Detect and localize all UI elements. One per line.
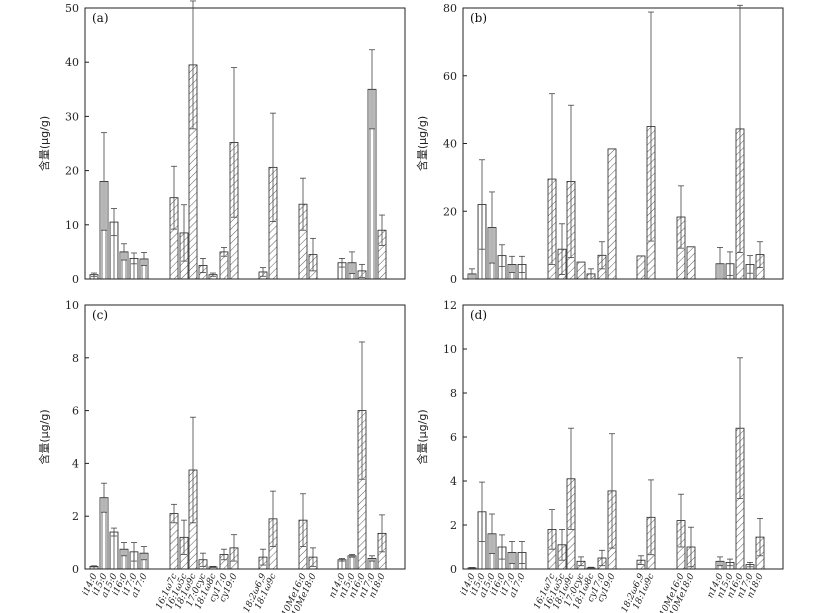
chart-panel-3: 0246810(c)含量(μg/g)i14:0i15:0a15:0i16:0i1…: [37, 299, 406, 613]
y-axis-label: 含量(μg/g): [37, 116, 51, 171]
y-tick-label: 4: [72, 457, 79, 470]
y-axis-label: 含量(μg/g): [37, 409, 51, 464]
bar-17:0cyc: [576, 261, 586, 280]
y-tick-label: 0: [72, 563, 79, 576]
y-tick-label: 30: [65, 110, 79, 123]
panel-label: (c): [92, 308, 108, 322]
panel-label: (a): [92, 11, 109, 25]
bar-n15:0: [347, 555, 357, 570]
y-tick-label: 20: [443, 205, 457, 218]
bar-a15:0: [109, 531, 119, 570]
bar-18:2ω6,9: [636, 255, 646, 280]
y-tick-label: 60: [443, 70, 457, 83]
y-tick-label: 0: [450, 273, 457, 286]
y-tick-label: 0: [450, 563, 457, 576]
panel-label: (b): [470, 11, 487, 25]
y-tick-label: 6: [72, 405, 79, 418]
chart-panel-4: 024681012(d)含量(μg/g)i14:0i15:0a15:0i16:0…: [415, 299, 784, 613]
y-tick-label: 40: [65, 56, 79, 69]
chart-panel-1: 0 10 20 30 40 50 (a) 含量(μg/g): [37, 0, 406, 286]
bar-10Me18:0: [686, 246, 696, 280]
y-tick-label: 12: [443, 299, 457, 312]
y-tick-label: 4: [450, 475, 457, 488]
y-tick-label: 6: [450, 431, 457, 444]
y-tick-label: 10: [65, 219, 79, 232]
plot-frame: [84, 304, 406, 570]
y-tick-label: 10: [443, 343, 457, 356]
y-tick-label: 2: [450, 519, 457, 532]
bar-cy19:0: [607, 148, 617, 280]
chart-panel-2: 0 20 40 60 80 (b) 含量(μg/g): [415, 2, 784, 286]
plot-frame: [84, 7, 406, 280]
plot-frame: [462, 7, 784, 280]
plot-frame: [462, 304, 784, 570]
y-axis-label: 含量(μg/g): [415, 409, 429, 464]
y-tick-label: 50: [65, 2, 79, 15]
y-tick-label: 20: [65, 165, 79, 178]
y-tick-label: 8: [450, 387, 457, 400]
y-tick-label: 8: [72, 352, 79, 365]
y-tick-label: 2: [72, 510, 79, 523]
y-axis-label: 含量(μg/g): [415, 116, 429, 171]
panel-label: (d): [470, 308, 487, 322]
y-tick-label: 10: [65, 299, 79, 312]
y-tick-label: 0: [72, 273, 79, 286]
y-tick-label: 40: [443, 138, 457, 151]
y-tick-label: 80: [443, 2, 457, 15]
